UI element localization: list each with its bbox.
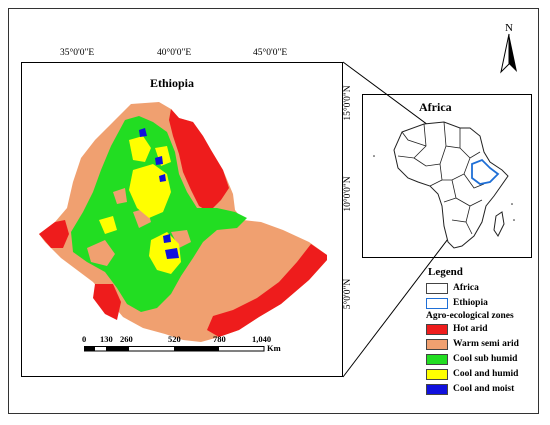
legend-zones-title: Agro-ecological zones — [426, 311, 514, 321]
scale-label-780: 780 — [213, 334, 226, 344]
zone-cool-humid-east — [155, 146, 171, 166]
legend-label-ethiopia: Ethiopia — [453, 298, 488, 308]
zone-warm-inclusion-4 — [113, 188, 127, 204]
map-title: Ethiopia — [150, 76, 195, 90]
scale-label-520: 520 — [168, 334, 181, 344]
longitude-label-45: 45°0'0"E — [253, 48, 288, 58]
africa-internal-borders — [397, 121, 485, 235]
scale-bar — [84, 346, 265, 352]
legend-swatch-africa — [426, 283, 448, 294]
africa-inset-map — [373, 121, 515, 249]
scale-label-130: 130 — [100, 334, 113, 344]
zone-warm-inclusion-1 — [87, 240, 115, 266]
zone-cool-humid-south — [149, 232, 181, 274]
scale-unit: Km — [267, 343, 281, 353]
zone-cool-humid-north — [129, 136, 151, 162]
zone-hot-arid-west — [39, 220, 69, 248]
zone-cool-sub-humid — [71, 116, 247, 312]
legend-swatch-warm-semi-arid — [426, 339, 448, 350]
ethiopia-highlight — [471, 158, 500, 185]
legend-title: Legend — [428, 266, 463, 278]
scale-label-1040: 1,040 — [252, 334, 272, 344]
legend-label-africa: Africa — [453, 283, 479, 293]
zone-cool-moist-5 — [165, 248, 179, 259]
legend-label-cool-sub-humid: Cool sub humid — [453, 354, 518, 364]
longitude-label-40: 40°0'0"E — [157, 48, 192, 58]
legend-label-hot-arid: Hot arid — [453, 324, 488, 334]
zone-cool-humid-west — [99, 216, 117, 234]
legend-label-warm-semi-arid: Warm semi arid — [453, 339, 519, 349]
zone-cool-moist-4 — [163, 234, 171, 243]
figure-border — [8, 8, 539, 414]
scale-label-260: 260 — [120, 334, 133, 344]
north-arrow-icon: N — [500, 22, 517, 74]
africa-inset-frame — [362, 94, 532, 258]
legend-swatch-hot-arid — [426, 324, 448, 335]
legend-swatch-cool-and-humid — [426, 369, 448, 380]
inset-title: Africa — [419, 100, 452, 114]
zone-cool-moist-3 — [159, 174, 166, 182]
zone-hot-arid-ogaden — [207, 244, 327, 337]
legend-label-cool-and-humid: Cool and humid — [453, 369, 519, 379]
legend-label-cool-and-moist: Cool and moist — [453, 384, 515, 394]
north-label: N — [505, 22, 513, 34]
ethiopia-zone-map — [39, 102, 327, 342]
zone-cool-moist-2 — [155, 156, 163, 165]
zone-hot-arid-afar — [169, 109, 229, 212]
zone-warm-inclusion-3 — [171, 230, 191, 248]
africa-outline — [393, 121, 509, 249]
longitude-label-35: 35°0'0"E — [60, 48, 95, 58]
ethiopia-map-frame — [21, 62, 343, 377]
legend-swatch-cool-and-moist — [426, 384, 448, 395]
legend-swatch-ethiopia — [426, 298, 448, 309]
scale-label-0: 0 — [82, 334, 87, 344]
legend-swatch-cool-sub-humid — [426, 354, 448, 365]
zone-hot-arid-southwest — [93, 284, 121, 320]
zone-cool-moist-1 — [139, 128, 147, 137]
madagascar — [493, 211, 505, 237]
